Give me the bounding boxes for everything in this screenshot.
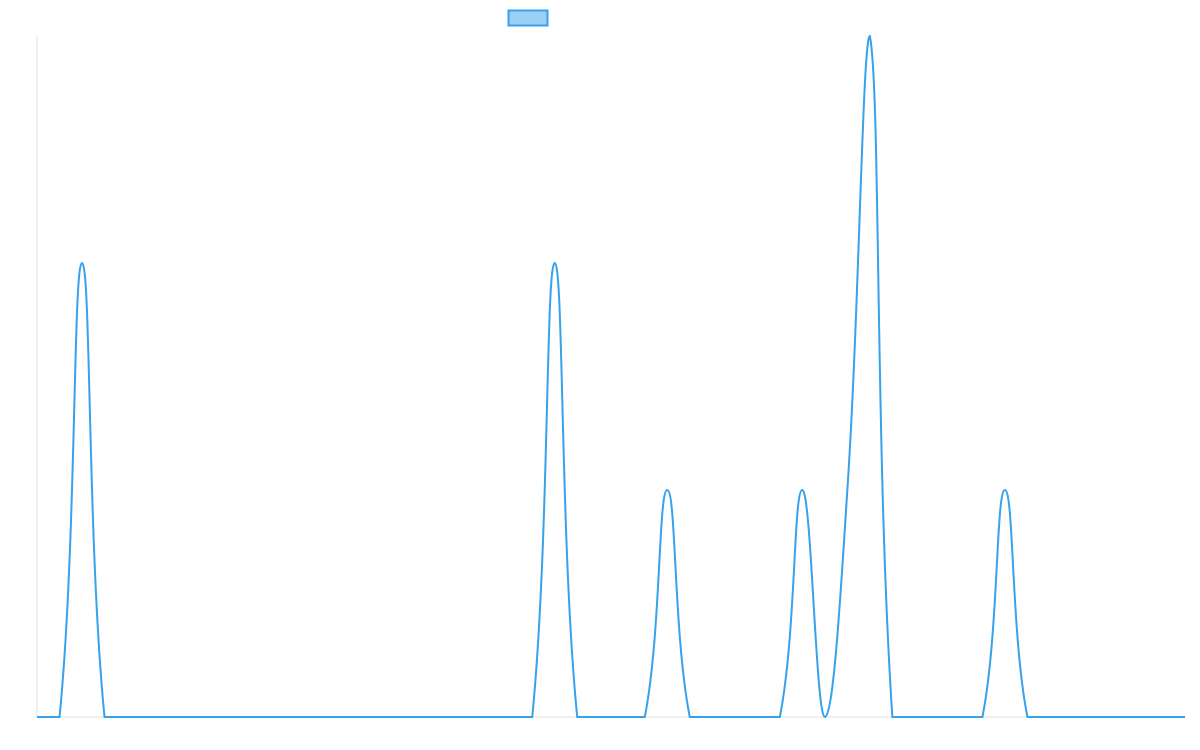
data-point[interactable] (956, 713, 964, 721)
data-point[interactable] (303, 713, 311, 721)
data-point[interactable] (821, 713, 829, 721)
data-point[interactable] (123, 713, 131, 721)
data-point[interactable] (888, 713, 896, 721)
data-point[interactable] (393, 713, 401, 721)
data-point[interactable] (686, 713, 694, 721)
data-point[interactable] (933, 713, 941, 721)
data-point[interactable] (168, 713, 176, 721)
data-point[interactable] (708, 713, 716, 721)
data-point[interactable] (191, 713, 199, 721)
data-point[interactable] (1136, 713, 1144, 721)
data-point[interactable] (461, 713, 469, 721)
data-point[interactable] (1091, 713, 1099, 721)
data-point[interactable] (1023, 713, 1031, 721)
data-point[interactable] (416, 713, 424, 721)
data-point[interactable] (1001, 486, 1009, 494)
data-point[interactable] (798, 486, 806, 494)
data-point[interactable] (213, 713, 221, 721)
data-point[interactable] (866, 32, 874, 40)
data-point[interactable] (236, 713, 244, 721)
data-point[interactable] (258, 713, 266, 721)
data-point[interactable] (78, 259, 86, 267)
data-point[interactable] (483, 713, 491, 721)
data-point[interactable] (1046, 713, 1054, 721)
data-point[interactable] (1158, 713, 1166, 721)
data-point[interactable] (573, 713, 581, 721)
data-point[interactable] (438, 713, 446, 721)
data-point[interactable] (1113, 713, 1121, 721)
data-point[interactable] (348, 713, 356, 721)
data-point[interactable] (753, 713, 761, 721)
legend-swatch[interactable] (507, 9, 549, 27)
data-point[interactable] (843, 486, 851, 494)
data-point[interactable] (146, 713, 154, 721)
data-point[interactable] (776, 713, 784, 721)
data-point[interactable] (551, 259, 559, 267)
data-point[interactable] (371, 713, 379, 721)
data-point[interactable] (281, 713, 289, 721)
data-point[interactable] (33, 713, 41, 721)
data-point[interactable] (326, 713, 334, 721)
data-point[interactable] (1181, 713, 1189, 721)
series-line (36, 34, 1185, 719)
data-point[interactable] (506, 713, 514, 721)
data-point[interactable] (101, 713, 109, 721)
data-point[interactable] (596, 713, 604, 721)
data-point[interactable] (528, 713, 536, 721)
data-point[interactable] (663, 486, 671, 494)
data-point[interactable] (641, 713, 649, 721)
data-point[interactable] (911, 713, 919, 721)
data-point[interactable] (618, 713, 626, 721)
data-point[interactable] (731, 713, 739, 721)
data-point[interactable] (1068, 713, 1076, 721)
data-point[interactable] (56, 713, 64, 721)
data-point[interactable] (978, 713, 986, 721)
